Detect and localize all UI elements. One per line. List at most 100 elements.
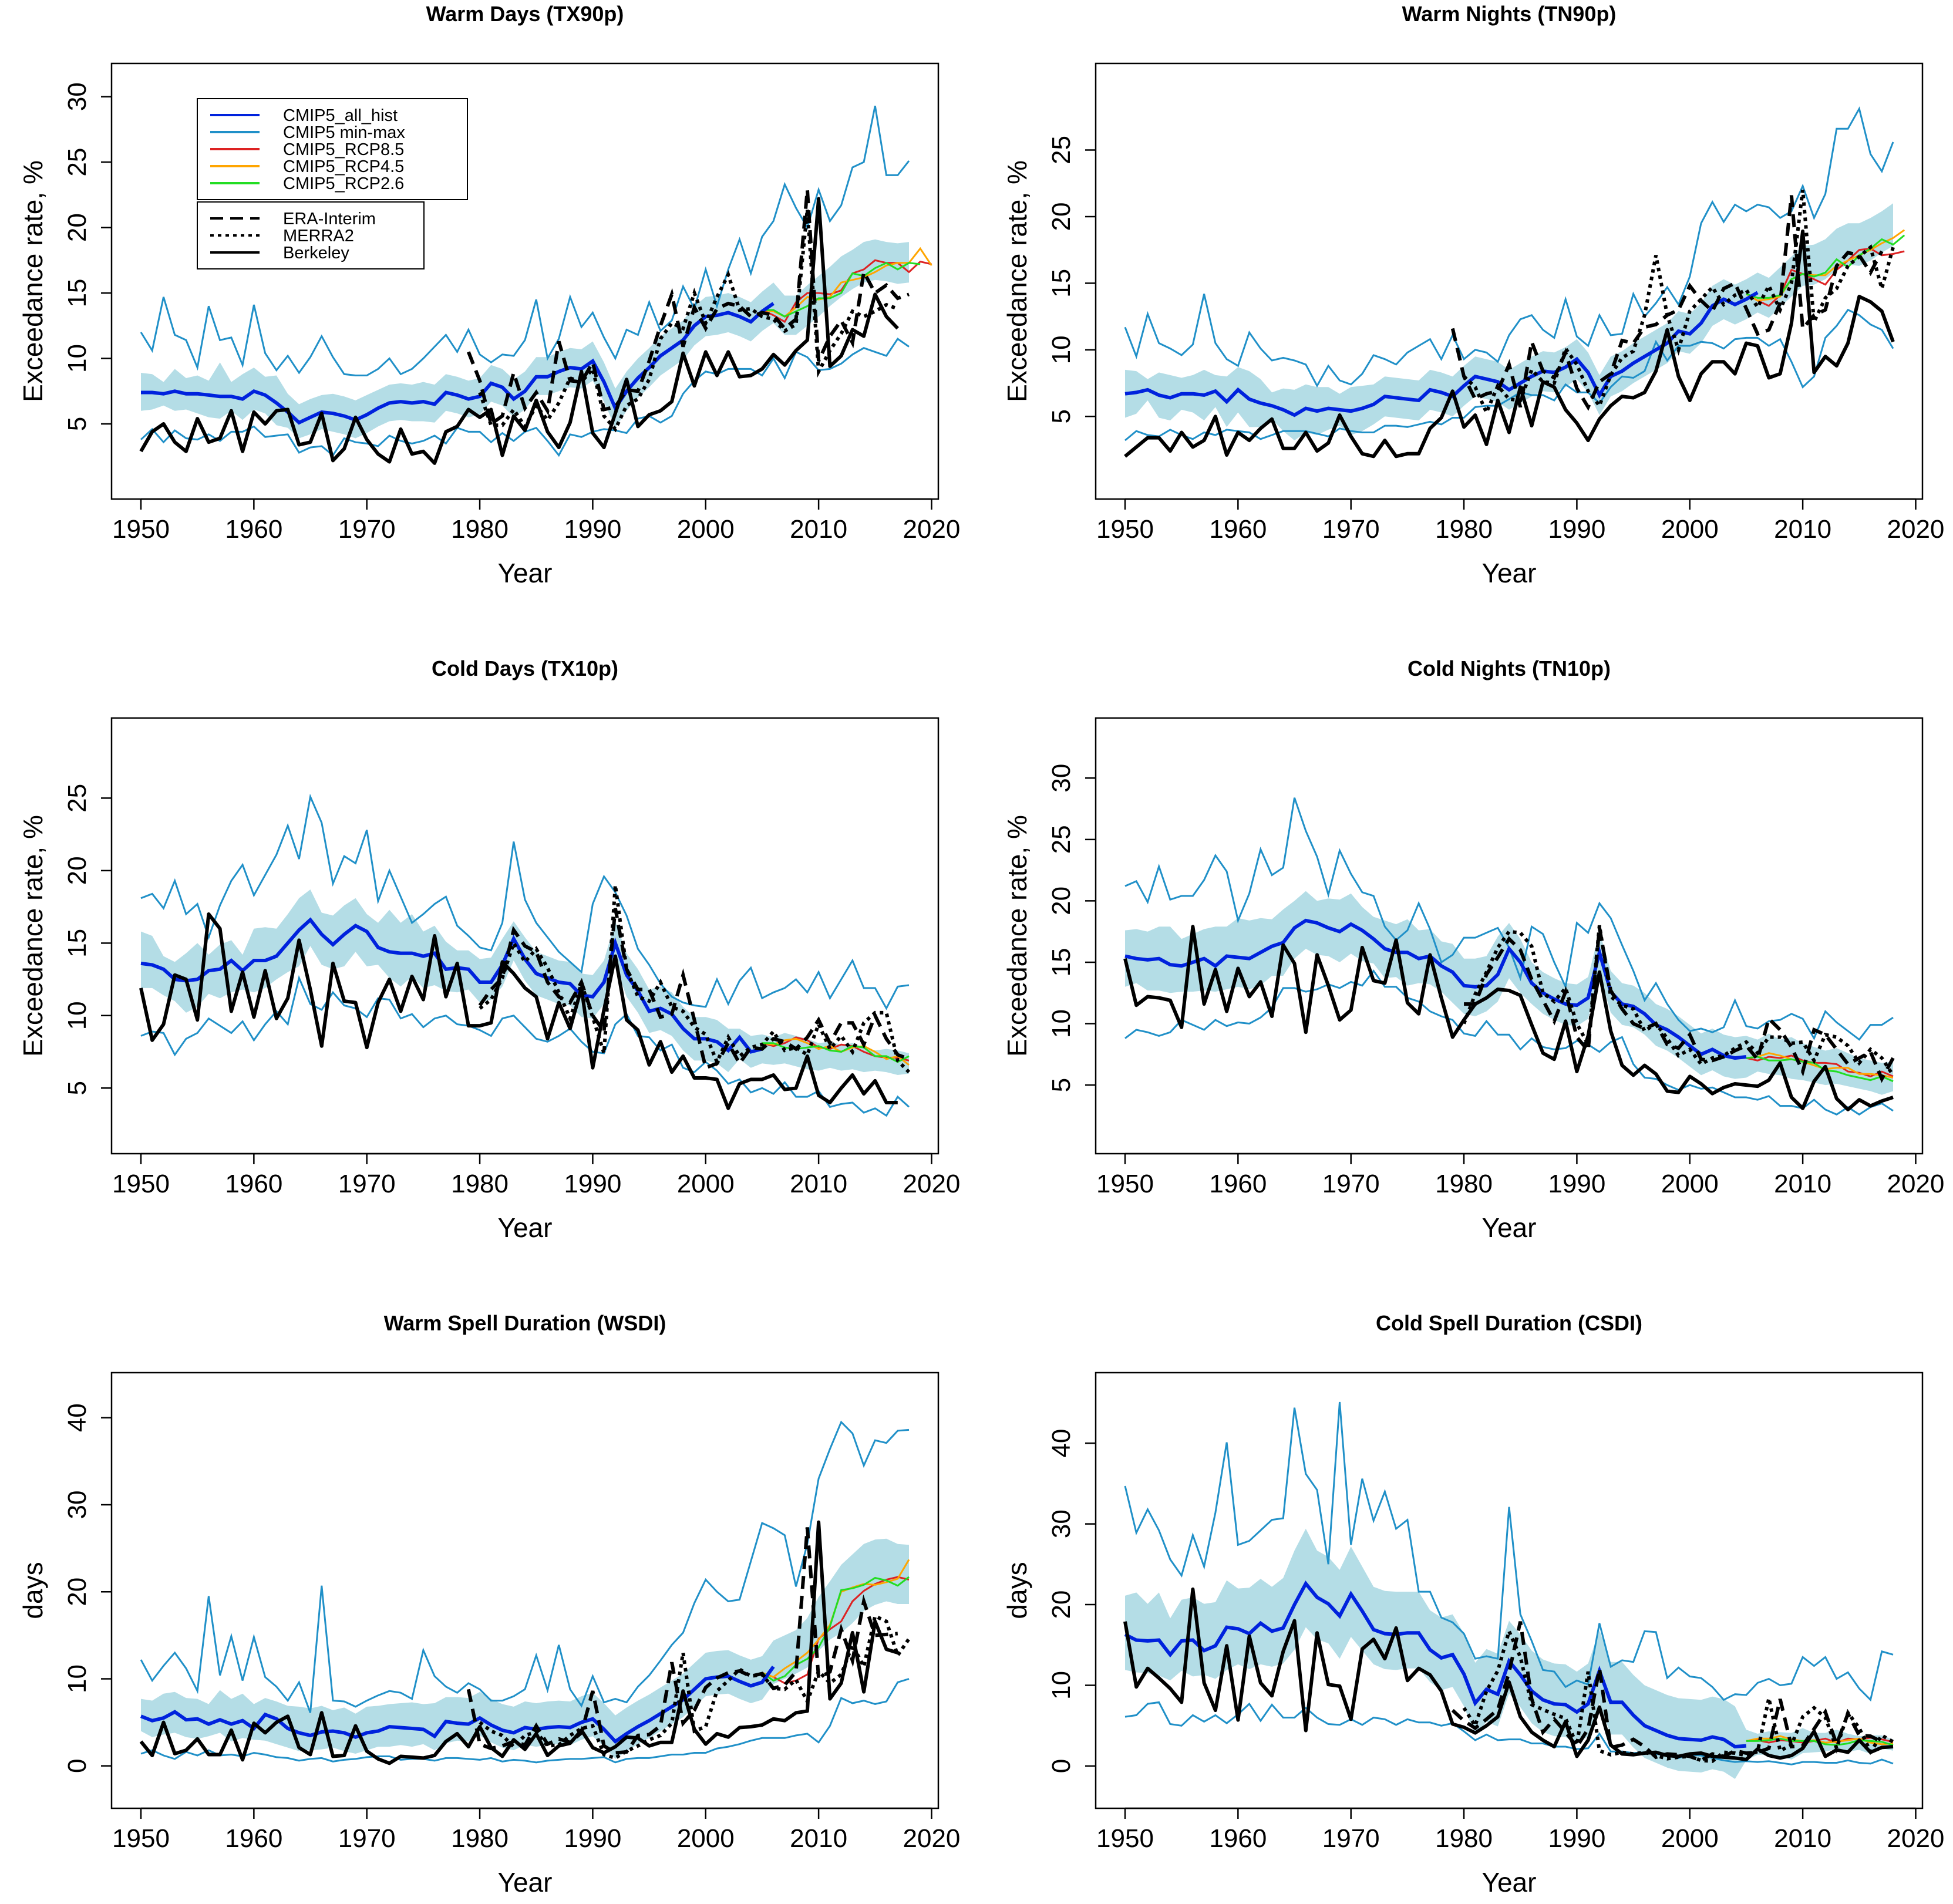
y-tick-label: 10 [63,344,92,373]
model-spread-band [1125,891,1893,1095]
x-tick-label: 1990 [564,1824,621,1853]
x-tick-label: 1960 [1209,1170,1267,1198]
x-tick-label: 2020 [903,1170,961,1198]
y-axis-label: Exceedance rate, % [1002,815,1032,1057]
legend-label: ERA-Interim [283,210,376,228]
data-layer [139,793,911,1117]
rcp26-line [1746,1056,1894,1083]
x-tick-label: 1950 [1096,1170,1154,1198]
era-interim-line [467,189,910,427]
x-tick-label: 1960 [225,1170,282,1198]
y-tick-label: 0 [1047,1759,1076,1773]
panel-title: Cold Days (TX10p) [432,656,618,680]
era-interim-line [1464,927,1895,1083]
x-tick-label: 1980 [451,515,509,544]
cmip5-all-hist-line [141,302,775,425]
x-tick-label: 2000 [677,1170,735,1198]
y-tick-label: 10 [63,1001,92,1030]
x-tick-label: 2010 [1774,1170,1831,1198]
x-tick-label: 1950 [112,1170,170,1198]
y-tick-label: 20 [63,213,92,242]
x-tick-label: 2010 [790,515,847,544]
legend-label: CMIP5 min-max [283,123,405,142]
y-tick-label: 20 [63,1578,92,1606]
legend-label: CMIP5_all_hist [283,106,398,125]
x-tick-label: 2000 [1661,1170,1719,1198]
cmip5-min-line [1124,1701,1894,1765]
x-tick-label: 1990 [564,1170,621,1198]
x-tick-label: 2010 [790,1824,847,1853]
merra2-line [479,885,911,1074]
cmip5-max-line [140,793,910,1010]
x-axis-label: Year [1482,1212,1537,1243]
berkeley-line [1123,1587,1894,1761]
y-tick-label: 5 [1047,1078,1076,1092]
rcp45-line [762,1037,910,1066]
berkeley-line [139,197,899,465]
x-tick-label: 1970 [338,1824,396,1853]
x-tick-label: 1950 [112,515,170,544]
berkeley-line [1124,229,1895,459]
x-tick-label: 1970 [1322,515,1380,544]
y-tick-label: 30 [1047,764,1076,793]
x-tick-label: 1950 [1096,1824,1154,1853]
y-tick-label: 15 [63,279,92,308]
y-tick-label: 30 [63,82,92,111]
panel-tn90p: Warm Nights (TN90p) 1950 1960 1970 1980 1990 2… [1002,2,1944,588]
y-axis-label: Exceedance rate, % [1002,160,1032,402]
era-interim-line [1451,1621,1883,1763]
cmip5-all-hist-line [1124,1580,1747,1749]
panel-tn10p: Cold Nights (TN10p) 1950 1960 1970 1980 1990 2… [1002,656,1944,1243]
y-tick-label: 30 [1047,1509,1076,1538]
x-tick-label: 2000 [1661,515,1719,544]
y-tick-label: 20 [63,856,92,885]
panel-title: Warm Days (TX90p) [426,2,624,26]
y-tick-label: 20 [1047,887,1076,915]
x-tick-label: 1970 [1322,1824,1380,1853]
rcp85-line [1746,1054,1894,1078]
x-tick-label: 2010 [1774,1824,1831,1853]
x-tick-label: 1960 [225,1824,282,1853]
model-spread-band [141,889,909,1075]
panel-tx90p: Warm Days (TX90p) 1950 1960 1970 1980 1990 200… [18,2,960,588]
x-tick-label: 2000 [677,515,735,544]
panel-title: Warm Nights (TN90p) [1402,2,1617,26]
panel-title: Cold Nights (TN10p) [1407,656,1611,680]
panel-csdi: Cold Spell Duration (CSDI) 1950 1960 1970 19… [1002,1311,1944,1898]
berkeley-line [1123,925,1894,1111]
model-spread-band [141,239,909,439]
merra2-line [1463,190,1895,417]
x-axis-label: Year [498,558,553,588]
cmip5-max-line [1124,1401,1894,1702]
y-tick-label: 15 [1047,269,1076,298]
y-tick-label: 40 [63,1403,92,1432]
merra2-line [479,1613,911,1760]
legend-label: CMIP5_RCP4.5 [283,157,404,176]
cmip5-all-hist-line [1124,918,1747,1060]
x-tick-label: 1970 [1322,1170,1380,1198]
y-tick-label: 10 [1047,1009,1076,1038]
data-layer [1123,1401,1894,1779]
y-tick-label: 10 [1047,1671,1076,1700]
y-tick-label: 5 [63,1081,92,1095]
x-axis-label: Year [498,1867,553,1898]
x-tick-label: 1990 [1548,1170,1605,1198]
data-layer [1123,797,1895,1116]
x-tick-label: 2020 [903,1824,961,1853]
panel-title: Warm Spell Duration (WSDI) [384,1311,666,1335]
cmip5-all-hist-line [1124,291,1759,417]
y-tick-label: 5 [63,417,92,431]
y-tick-label: 10 [63,1664,92,1693]
y-tick-label: 25 [1047,825,1076,854]
x-axis-label: Year [1482,1867,1537,1898]
x-tick-label: 2000 [677,1824,735,1853]
x-tick-label: 1950 [112,1824,170,1853]
x-tick-label: 1960 [1209,1824,1267,1853]
merra2-line [478,209,898,433]
y-axis-label: Exceedance rate, % [18,160,48,402]
era-interim-line [478,908,910,1070]
rcp26-line [762,262,921,318]
y-tick-label: 20 [1047,202,1076,231]
x-axis-label: Year [1482,558,1537,588]
